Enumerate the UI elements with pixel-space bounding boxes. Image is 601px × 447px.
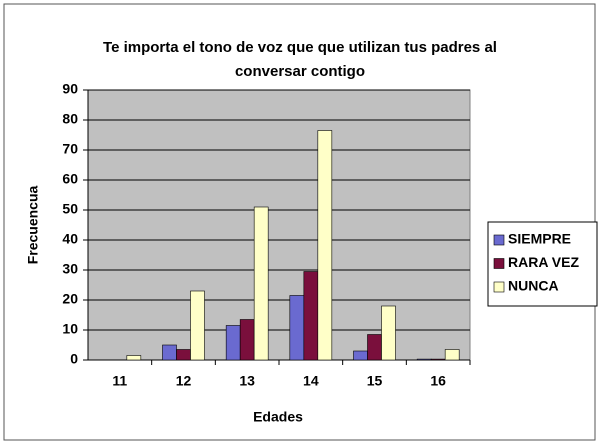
y-tick-label: 60: [62, 171, 78, 187]
chart-title: Te importa el tono de voz que que utiliz…: [103, 39, 497, 80]
x-tick-label: 11: [112, 373, 127, 389]
x-tick-label: 16: [430, 373, 446, 389]
x-tick-label: 15: [367, 373, 383, 389]
y-tick-label: 10: [62, 321, 78, 337]
y-tick-label: 0: [70, 351, 78, 367]
y-tick-label: 80: [62, 111, 78, 127]
bar: [317, 130, 333, 361]
plot-area: [87, 89, 471, 361]
bar: [190, 290, 205, 361]
bar: [176, 349, 191, 361]
x-tick-label: 12: [176, 373, 192, 389]
y-tick-label: 50: [62, 201, 78, 217]
bar: [353, 350, 368, 361]
bar: [381, 305, 396, 361]
bar: [239, 319, 255, 361]
legend-label: SIEMPRE: [508, 231, 571, 247]
bar: [162, 344, 177, 361]
y-axis-label: Frecuencua: [25, 185, 41, 264]
x-tick-label: 14: [303, 373, 319, 389]
bar: [367, 334, 382, 361]
legend-label: RARA VEZ: [508, 254, 579, 270]
y-tick-label: 90: [62, 81, 78, 97]
y-tick-label: 20: [62, 291, 78, 307]
legend-swatch: [493, 281, 505, 293]
y-tick-label: 70: [62, 141, 78, 157]
y-tick-label: 40: [62, 231, 78, 247]
bar: [225, 325, 241, 361]
y-tick-label: 30: [62, 261, 78, 277]
legend-label: NUNCA: [508, 278, 559, 294]
x-tick-label: 13: [239, 373, 255, 389]
legend-swatch: [493, 258, 505, 269]
x-axis-label: Edades: [253, 409, 303, 425]
bar: [416, 358, 432, 361]
bar: [126, 355, 142, 361]
legend-swatch: [493, 234, 505, 246]
bar: [303, 271, 319, 361]
bar: [444, 349, 460, 361]
bar: [289, 295, 305, 361]
bar: [430, 358, 446, 361]
legend: [487, 221, 598, 307]
bar: [253, 206, 269, 361]
